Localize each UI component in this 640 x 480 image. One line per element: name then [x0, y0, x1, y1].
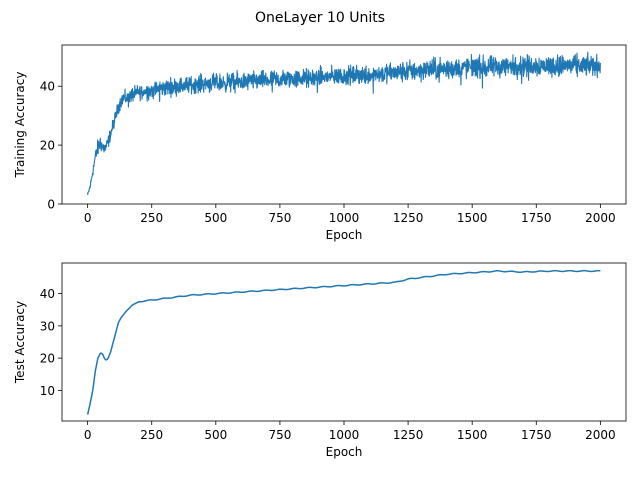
training-y-axis-label: Training Accuracy: [13, 72, 27, 179]
test-x-tick-label: 1500: [457, 428, 488, 442]
training-y-tick-label: 40: [40, 80, 55, 94]
test-y-tick-label: 30: [40, 319, 55, 333]
test-x-axis-label: Epoch: [326, 445, 363, 459]
training-x-tick-label: 1000: [329, 211, 360, 225]
training-x-tick-label: 1500: [457, 211, 488, 225]
test-y-axis-label: Test Accuracy: [13, 301, 27, 384]
test-x-tick-label: 1750: [521, 428, 552, 442]
test-accuracy-panel: 0 250 500 750 1000 1250 1500 1750 2000 10 20 30 40 Ep…: [13, 262, 627, 459]
test-x-tick-label: 500: [204, 428, 227, 442]
training-x-tick-label: 1250: [393, 211, 424, 225]
training-x-tick-label: 2000: [585, 211, 616, 225]
training-y-tick-label: 20: [40, 139, 55, 153]
training-series-line-0: [87, 51, 601, 196]
test-x-tick-label: 1000: [329, 428, 360, 442]
test-x-tick-label: 1250: [393, 428, 424, 442]
training-x-tick-label: 750: [268, 211, 291, 225]
test-y-tick-label: 10: [40, 384, 55, 398]
training-y-tick-label: 0: [47, 198, 55, 212]
training-x-tick-label: 1750: [521, 211, 552, 225]
training-x-tick-label: 500: [204, 211, 227, 225]
test-series-line-0: [86, 269, 601, 415]
test-x-tick-label: 0: [84, 428, 92, 442]
figure-title: OneLayer 10 Units: [255, 10, 385, 26]
training-accuracy-panel: 0 250 500 750 1000 1250 1500 1750 2000 0 20 40 Epoch…: [13, 44, 627, 242]
test-x-tick-label: 250: [140, 428, 163, 442]
test-x-tick-label: 2000: [585, 428, 616, 442]
test-y-tick-label: 40: [40, 287, 55, 301]
training-x-axis-label: Epoch: [326, 228, 363, 242]
training-x-tick-label: 250: [140, 211, 163, 225]
test-y-tick-label: 20: [40, 352, 55, 366]
training-x-tick-label: 0: [84, 211, 92, 225]
test-x-tick-label: 750: [268, 428, 291, 442]
